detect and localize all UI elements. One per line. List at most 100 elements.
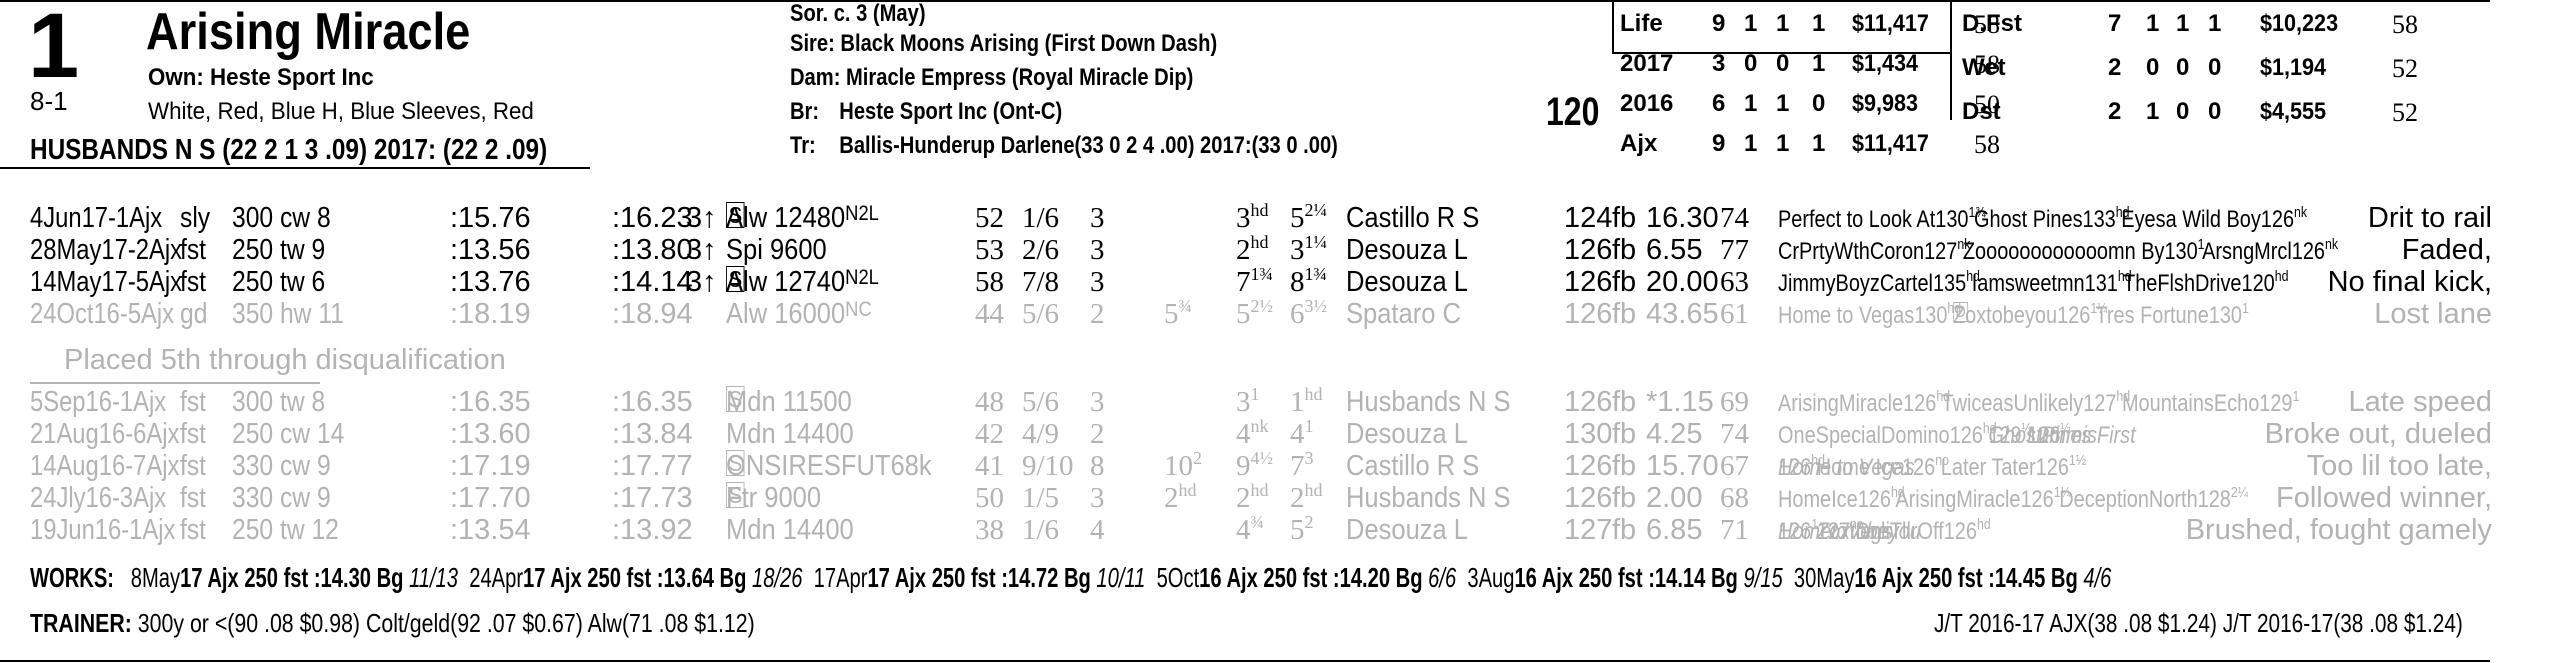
odds: 6.85 bbox=[1646, 514, 1703, 546]
stat-s: 7 bbox=[2108, 10, 2122, 37]
dq-note-rule bbox=[30, 382, 320, 384]
stat-spd: 52 bbox=[2392, 54, 2418, 83]
sire: Black Moons Arising (First Down Dash) bbox=[840, 30, 1218, 57]
stat-sh: 0 bbox=[2208, 54, 2222, 81]
race-row: 19Jun16-1Ajx fst 250 tw 12:13.54:13.92 Mdn … bbox=[0, 512, 2550, 554]
dam-line: Dam: Miracle Empress (Royal Miracle Dip) bbox=[790, 64, 1193, 92]
breeder-line: Br: Heste Sport Inc (Ont-C) bbox=[790, 98, 1062, 126]
speed-2: 69 bbox=[1720, 386, 1749, 418]
trip-remark: Brushed, fought gamely bbox=[2185, 514, 2492, 546]
finish: 3 1¼ bbox=[1290, 232, 1327, 266]
weight: 126 bbox=[1564, 298, 1613, 330]
odds: 2.00 bbox=[1646, 482, 1703, 514]
race-date: 21Aug16-6Ajx bbox=[30, 418, 180, 450]
stat-label: Wet bbox=[1962, 54, 2006, 81]
distance: 330 cw 9 bbox=[232, 450, 331, 482]
start-call: 3 bbox=[1090, 386, 1105, 418]
med-equipment: fb bbox=[1612, 450, 1637, 482]
odds: 43.65 bbox=[1646, 298, 1719, 330]
post-position: 5/6 bbox=[1022, 386, 1060, 418]
stat-sh: 1 bbox=[1812, 10, 1826, 37]
top-rule bbox=[0, 0, 2490, 2]
fraction-2: :17.77 bbox=[612, 450, 693, 482]
dam-label: Dam: bbox=[790, 64, 841, 91]
stretch-call: 2 hd bbox=[1236, 232, 1269, 266]
breeder: Heste Sport Inc (Ont-C) bbox=[839, 98, 1063, 125]
stat-w: 1 bbox=[1744, 90, 1758, 117]
stat-label: 2017 bbox=[1620, 50, 1674, 77]
life-box-left bbox=[1612, 0, 1614, 52]
comment-line: Home to Vegas130 hd D Zoxtobeyou126 1¼ Tres… bbox=[1778, 300, 2249, 329]
race-class: S Mdn 11500 bbox=[726, 386, 852, 418]
track-condition: fst bbox=[180, 234, 207, 266]
works-line: WORKS: 8May17 Ajx 250 fst :14.30 Bg 11/1… bbox=[30, 562, 2111, 594]
weight: 126 bbox=[1564, 450, 1613, 482]
comment-line: ArisingMiracle126 hd TwiceasUnlikely127 hd… bbox=[1778, 388, 2300, 417]
start-call: 3 bbox=[1090, 202, 1105, 234]
track-condition: fst bbox=[180, 418, 207, 450]
race-row: 24Jly16-3Ajx fst 330 cw 9:17.70:17.73 S Ftr … bbox=[0, 480, 2550, 522]
race-class: Spi 9600 bbox=[726, 234, 827, 266]
speed-figure: 44 bbox=[975, 298, 1004, 330]
finish: 1 hd bbox=[1290, 384, 1323, 418]
trip-remark: Too lil too late, bbox=[2306, 450, 2492, 482]
med-equipment: fb bbox=[1612, 514, 1637, 546]
breeder-label: Br: bbox=[790, 98, 820, 125]
distance: 300 cw 8 bbox=[232, 202, 331, 234]
jockey: Spataro C bbox=[1346, 298, 1461, 330]
med-equipment: fb bbox=[1612, 298, 1637, 330]
sex-age: Sor. c. 3 (May) bbox=[790, 0, 926, 27]
start-call: 3 bbox=[1090, 266, 1105, 298]
stretch-call: 9 4½ bbox=[1236, 448, 1273, 482]
speed-2: 67 bbox=[1720, 450, 1749, 482]
fraction-1: :13.60 bbox=[450, 418, 531, 450]
weight: 126 bbox=[1564, 482, 1613, 514]
jockey: Husbands N S bbox=[1346, 386, 1511, 418]
trip-remark: Lost lane bbox=[2374, 298, 2492, 330]
stat-w: 1 bbox=[1744, 10, 1758, 37]
sire-line: Sire: Black Moons Arising (First Down Da… bbox=[790, 30, 1217, 58]
med-equipment: fb bbox=[1612, 234, 1637, 266]
speed-figure: 48 bbox=[975, 386, 1004, 418]
stat-sh: 1 bbox=[1812, 130, 1826, 157]
track-condition: gd bbox=[180, 298, 208, 330]
weight: 126 bbox=[1564, 266, 1613, 298]
stat-spd: 58 bbox=[2392, 10, 2418, 39]
fraction-2: :16.35 bbox=[612, 386, 693, 418]
first-call: 2 hd bbox=[1164, 480, 1197, 514]
speed-2: 77 bbox=[1720, 234, 1749, 266]
speed-figure: 41 bbox=[975, 450, 1004, 482]
trainer-line: Tr: Ballis-Hunderup Darlene(33 0 2 4 .00… bbox=[790, 132, 1338, 160]
comment-line: CrPrtyWthCoron127 nk Zoooooooooooomn By13… bbox=[1778, 236, 2339, 265]
race-row: 4Jun17-1Ajx sly 300 cw 8:15.76:16.23 3↑ S Alw… bbox=[0, 200, 2550, 242]
fraction-1: :18.19 bbox=[450, 298, 531, 330]
stat-spd: 58 bbox=[1974, 10, 2000, 39]
fraction-2: :18.94 bbox=[612, 298, 693, 330]
comment-line: Home to Vegas 126 hd Home Ice126 no Later T… bbox=[1778, 452, 2087, 481]
jockey: Husbands N S bbox=[1346, 482, 1511, 514]
distance: 350 hw 11 bbox=[232, 298, 344, 330]
stat-w: 1 bbox=[1744, 130, 1758, 157]
comment-line: OneSpecialDomino126 hd GhostPines 129 ½ Lum… bbox=[1778, 420, 2136, 449]
race-row: 14May17-5Ajx fst 250 tw 6:13.76:14.14 3↑ S Al… bbox=[0, 264, 2550, 306]
stats-divider bbox=[1950, 0, 1952, 120]
trainer: Ballis-Hunderup Darlene(33 0 2 4 .00) 20… bbox=[839, 132, 1338, 159]
trip-remark: Late speed bbox=[2348, 386, 2492, 418]
stat-earn: $11,417 bbox=[1852, 130, 1929, 157]
stat-w: 0 bbox=[1744, 50, 1758, 77]
jockey: Desouza L bbox=[1346, 514, 1469, 546]
speed-figure: 53 bbox=[975, 234, 1004, 266]
speed-2: 68 bbox=[1720, 482, 1749, 514]
stat-earn: $1,194 bbox=[2260, 54, 2327, 81]
fraction-2: :17.73 bbox=[612, 482, 693, 514]
start-call: 2 bbox=[1090, 298, 1105, 330]
stat-spd: 52 bbox=[2392, 98, 2418, 127]
comment-line: Perfect to Look At130 1¾ Ghost Pines133 hd… bbox=[1778, 204, 2308, 233]
stat-p: 0 bbox=[2176, 54, 2190, 81]
trainer-stats-label: TRAINER: bbox=[30, 608, 132, 638]
start-call: 3 bbox=[1090, 234, 1105, 266]
age-restriction: 3↑ bbox=[686, 234, 717, 266]
